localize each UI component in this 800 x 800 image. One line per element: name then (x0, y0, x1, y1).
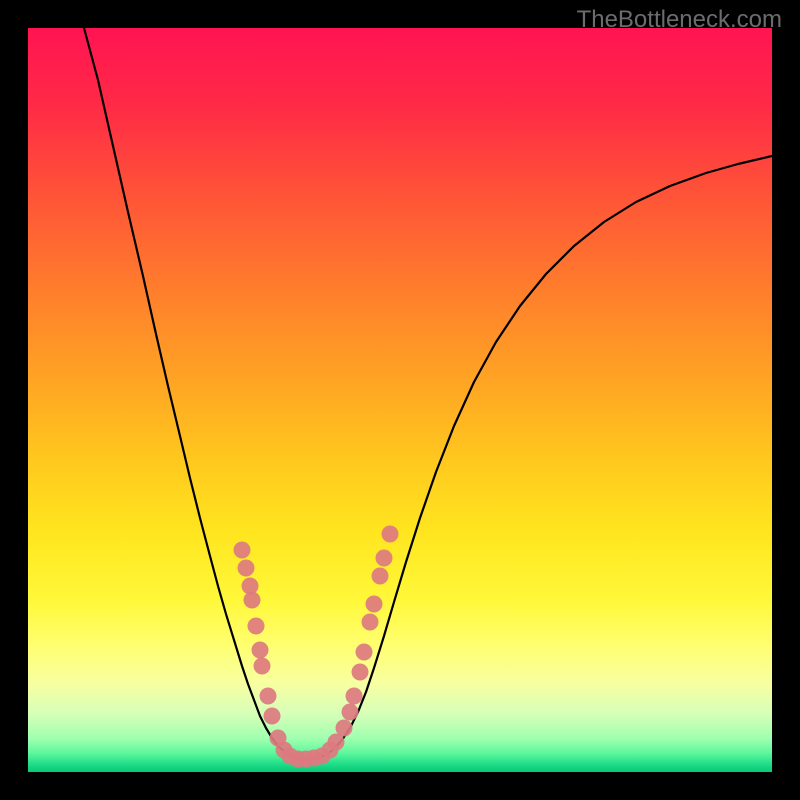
data-marker (244, 592, 261, 609)
data-marker (336, 720, 353, 737)
data-marker (372, 568, 389, 585)
plot-area (28, 28, 772, 772)
data-marker (342, 704, 359, 721)
bottleneck-curve-chart (28, 28, 772, 772)
data-marker (352, 664, 369, 681)
data-marker (362, 614, 379, 631)
data-marker (264, 708, 281, 725)
data-marker (248, 618, 265, 635)
data-marker (382, 526, 399, 543)
data-marker (252, 642, 269, 659)
data-marker (238, 560, 255, 577)
data-marker (376, 550, 393, 567)
data-marker (366, 596, 383, 613)
watermark-text: TheBottleneck.com (577, 6, 782, 34)
data-marker (254, 658, 271, 675)
data-marker (260, 688, 277, 705)
data-marker (346, 688, 363, 705)
outer-frame: TheBottleneck.com (0, 0, 800, 800)
chart-background (28, 28, 772, 772)
data-marker (234, 542, 251, 559)
data-marker (356, 644, 373, 661)
